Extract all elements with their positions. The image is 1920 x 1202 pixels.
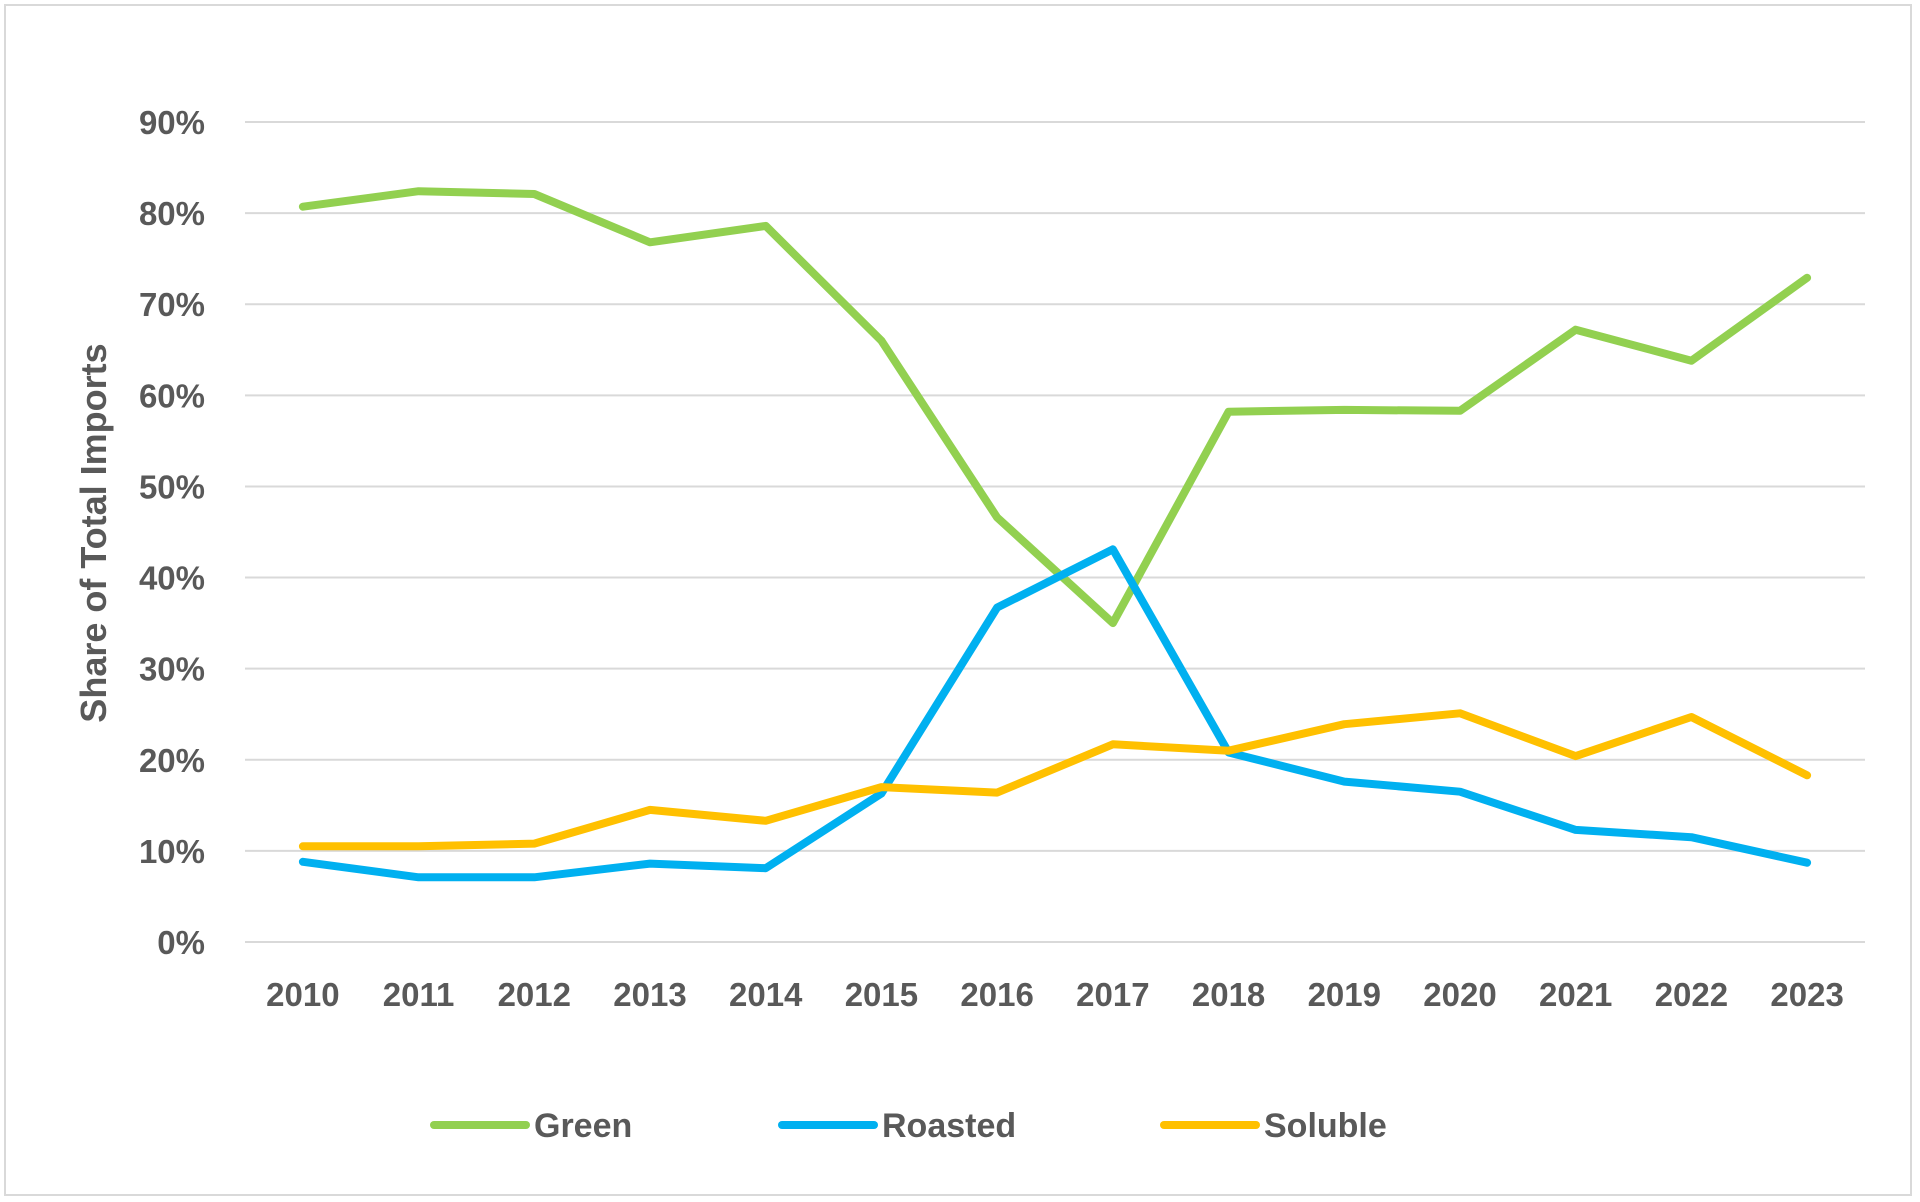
y-axis-ticks: 0% 10% 20% 30% 40% 50% 60% 70% 80% 90% (139, 104, 205, 961)
y-tick-label: 90% (139, 104, 205, 141)
x-axis-ticks: 2010 2011 2012 2013 2014 2015 2016 2017 2018 2019… (266, 976, 1844, 1013)
series-lines (298, 187, 1812, 882)
series-line-green (298, 187, 1812, 628)
series-line-soluble (298, 709, 1812, 851)
y-tick-label: 50% (139, 468, 205, 505)
x-tick-label: 2017 (1076, 976, 1149, 1013)
y-tick-label: 0% (157, 924, 205, 961)
x-tick-label: 2022 (1655, 976, 1728, 1013)
x-tick-label: 2014 (729, 976, 803, 1013)
x-tick-label: 2011 (383, 976, 455, 1013)
gridlines (245, 121, 1865, 943)
x-tick-label: 2020 (1423, 976, 1496, 1013)
y-tick-label: 70% (139, 286, 205, 323)
y-tick-label: 80% (139, 195, 205, 232)
series-line-roasted (298, 545, 1812, 882)
y-axis-title: Share of Total Imports (73, 343, 114, 722)
legend-label-soluble: Soluble (1264, 1107, 1387, 1145)
x-tick-label: 2012 (498, 976, 571, 1013)
x-tick-label: 2018 (1192, 976, 1265, 1013)
x-tick-label: 2010 (266, 976, 339, 1013)
x-tick-label: 2023 (1770, 976, 1843, 1013)
y-tick-label: 10% (139, 833, 205, 870)
x-tick-label: 2013 (613, 976, 686, 1013)
y-tick-label: 30% (139, 651, 205, 688)
legend-label-roasted: Roasted (882, 1107, 1016, 1145)
legend: Green Roasted Soluble (430, 1107, 1387, 1145)
y-tick-label: 60% (139, 377, 205, 414)
legend-label-green: Green (534, 1107, 632, 1145)
x-tick-label: 2019 (1308, 976, 1381, 1013)
x-tick-label: 2016 (960, 976, 1033, 1013)
y-tick-label: 20% (139, 742, 205, 779)
y-tick-label: 40% (139, 560, 205, 597)
x-tick-label: 2015 (845, 976, 918, 1013)
x-tick-label: 2021 (1539, 976, 1612, 1013)
